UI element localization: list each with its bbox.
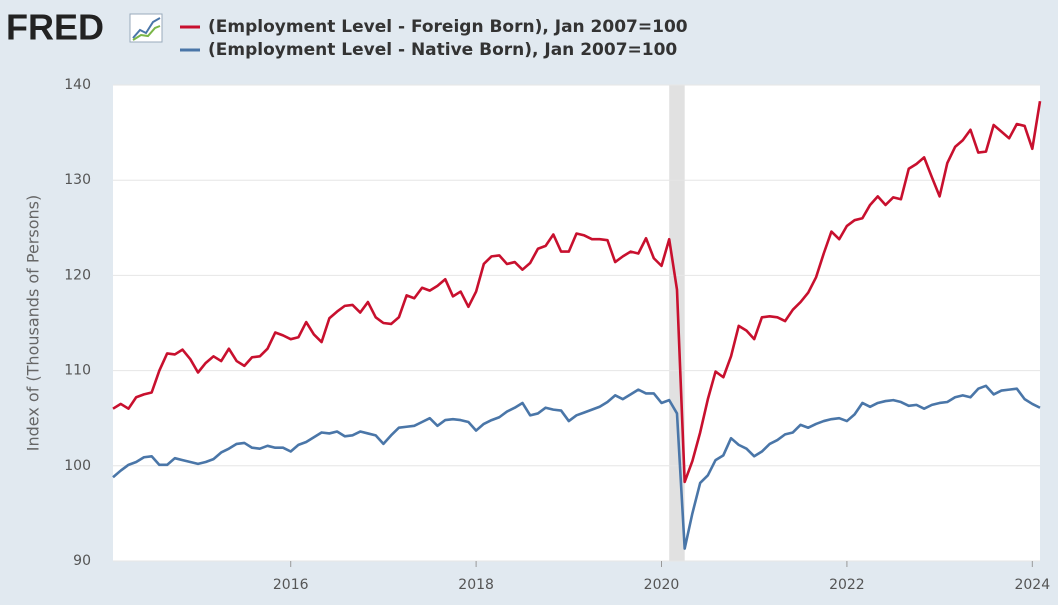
recession-shading — [669, 85, 685, 561]
logo-icon — [129, 13, 163, 43]
series-line — [112, 100, 1042, 484]
y-tick-label: 90 — [73, 553, 91, 569]
y-axis-label: Index of (Thousands of Persons) — [24, 195, 43, 451]
y-tick-label: 140 — [64, 77, 91, 93]
legend-label: (Employment Level - Foreign Born), Jan 2… — [208, 17, 688, 37]
x-tick-label: 2024 — [1014, 577, 1050, 593]
y-tick-label: 120 — [64, 267, 91, 283]
y-tick-label: 110 — [64, 363, 91, 379]
series-line — [112, 384, 1041, 550]
y-tick-label: 100 — [64, 458, 91, 474]
legend-label: (Employment Level - Native Born), Jan 20… — [208, 40, 677, 60]
x-tick-label: 2016 — [273, 577, 309, 593]
plot-area — [113, 85, 1040, 561]
logo: FRED — [6, 7, 104, 48]
x-tick-label: 2020 — [644, 577, 680, 593]
x-tick-label: 2022 — [829, 577, 865, 593]
x-tick-label: 2018 — [458, 577, 494, 593]
y-tick-label: 130 — [64, 172, 91, 188]
